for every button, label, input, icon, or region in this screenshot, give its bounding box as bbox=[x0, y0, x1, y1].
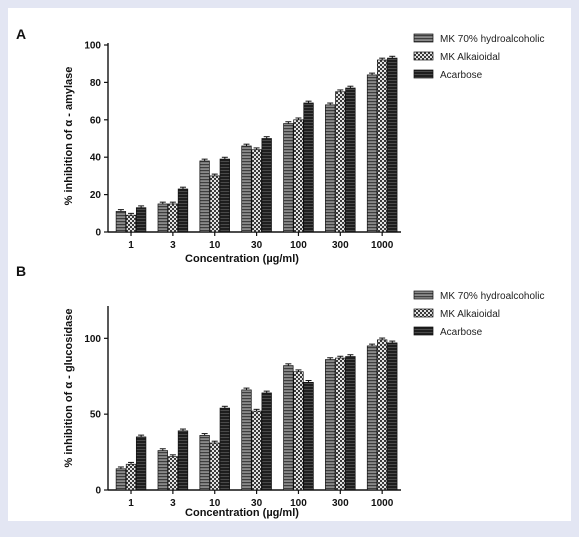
panel-a-x-tick-label: 30 bbox=[251, 240, 263, 251]
panel-b-bar-acarbose-3 bbox=[177, 430, 189, 491]
panel-a-y-tick-label: 100 bbox=[84, 41, 101, 52]
panel-a-plot: 0 20 40 60 80 100 1 3 10 30 100 300 1000 bbox=[84, 41, 401, 251]
panel-b-letter: B bbox=[16, 263, 26, 279]
panel-a-bar-hydroalcoholic-300 bbox=[325, 104, 336, 233]
panel-a-bar-alkaloidal-3 bbox=[167, 203, 179, 233]
panel-a-legend-label-acarbose: Acarbose bbox=[440, 70, 483, 81]
panel-a-legend-label-alkaloidal: MK Alkaioidal bbox=[440, 52, 500, 63]
panel-a-bar-acarbose-1 bbox=[135, 207, 147, 233]
panel-a-bar-acarbose-3 bbox=[177, 188, 189, 233]
panel-b-bar-acarbose-300 bbox=[345, 356, 356, 491]
panel-b-x-tick-label: 300 bbox=[332, 498, 349, 509]
panel-b-legend: MK 70% hydroalcoholic MK Alkaioidal Acar… bbox=[413, 290, 545, 338]
panel-b-bar-hydroalcoholic-3 bbox=[157, 450, 168, 491]
panel-a-x-tick-label: 1000 bbox=[371, 240, 394, 251]
panel-a-legend-swatch-alkaloidal bbox=[413, 51, 434, 61]
panel-b-bar-hydroalcoholic-30 bbox=[241, 389, 252, 491]
panel-a-bar-alkaloidal-300 bbox=[335, 91, 346, 233]
panel-b-y-tick-label: 0 bbox=[95, 486, 101, 497]
panel-a-legend-label-hydroalcoholic: MK 70% hydroalcoholic bbox=[440, 34, 545, 45]
figure-svg: A % inhibition of α - amylase Concentrat… bbox=[16, 26, 545, 519]
panel-b-bar-alkaloidal-3 bbox=[167, 456, 179, 491]
panel-b-bar-acarbose-1000 bbox=[387, 342, 398, 491]
panel-a-y-tick-label: 0 bbox=[95, 228, 101, 239]
panel-a-y-tick-label: 40 bbox=[90, 153, 102, 164]
panel-b-bar-hydroalcoholic-1000 bbox=[366, 345, 378, 491]
panel-b-bar-hydroalcoholic-300 bbox=[325, 359, 336, 491]
panel-a-x-tick-label: 100 bbox=[290, 240, 307, 251]
panel-b-bar-acarbose-30 bbox=[261, 392, 272, 491]
panel-b-bar-hydroalcoholic-1 bbox=[115, 468, 127, 491]
panel-a-bar-hydroalcoholic-30 bbox=[241, 145, 252, 233]
panel-a: A % inhibition of α - amylase Concentrat… bbox=[16, 26, 545, 265]
panel-a-bar-acarbose-30 bbox=[261, 138, 272, 233]
panel-b-bar-alkaloidal-10 bbox=[209, 442, 220, 491]
panel-b-legend-label-alkaloidal: MK Alkaioidal bbox=[440, 309, 500, 320]
panel-a-legend-swatch-hydroalcoholic bbox=[413, 33, 434, 43]
panel-a-bar-acarbose-300 bbox=[345, 87, 356, 233]
panel-b: B % inhibition of α - glucosidase Concen… bbox=[16, 263, 545, 519]
panel-b-bar-acarbose-100 bbox=[303, 381, 314, 491]
panel-a-x-tick-label: 3 bbox=[170, 240, 176, 251]
panel-a-bar-acarbose-100 bbox=[303, 102, 314, 233]
panel-a-x-tick-label: 10 bbox=[209, 240, 221, 251]
panel-a-bar-acarbose-10 bbox=[219, 158, 230, 233]
panel-a-bar-hydroalcoholic-100 bbox=[283, 123, 294, 233]
figure: A % inhibition of α - amylase Concentrat… bbox=[8, 8, 571, 521]
panel-b-bar-acarbose-10 bbox=[219, 407, 230, 491]
panel-a-bar-alkaloidal-10 bbox=[209, 175, 220, 233]
panel-a-x-tick-label: 1 bbox=[128, 240, 134, 251]
panel-b-y-axis-title: % inhibition of α - glucosidase bbox=[63, 309, 75, 468]
panel-a-bar-alkaloidal-1000 bbox=[377, 59, 388, 233]
panel-b-bar-hydroalcoholic-10 bbox=[199, 435, 210, 491]
panel-b-legend-label-acarbose: Acarbose bbox=[440, 327, 483, 338]
panel-a-y-axis-title: % inhibition of α - amylase bbox=[63, 67, 75, 206]
panel-b-legend-swatch-hydroalcoholic bbox=[413, 290, 434, 300]
panel-b-x-tick-label: 1000 bbox=[371, 498, 394, 509]
panel-a-legend-swatch-acarbose bbox=[413, 69, 434, 79]
panel-b-bar-alkaloidal-1 bbox=[125, 463, 137, 491]
panel-a-bar-hydroalcoholic-1 bbox=[115, 211, 127, 233]
panel-a-legend: MK 70% hydroalcoholic MK Alkaioidal Acar… bbox=[413, 33, 545, 81]
panel-b-x-tick-label: 3 bbox=[170, 498, 176, 509]
panel-b-legend-swatch-alkaloidal bbox=[413, 308, 434, 318]
panel-a-y-tick-label: 20 bbox=[90, 190, 102, 201]
panel-b-legend-swatch-acarbose bbox=[413, 326, 434, 336]
panel-a-bar-hydroalcoholic-3 bbox=[157, 203, 168, 233]
panel-b-x-tick-label: 30 bbox=[251, 498, 263, 509]
panel-b-bar-alkaloidal-100 bbox=[293, 371, 304, 491]
panel-a-x-tick-label: 300 bbox=[332, 240, 349, 251]
panel-b-bar-acarbose-1 bbox=[135, 436, 147, 491]
panel-a-letter: A bbox=[16, 26, 26, 42]
panel-b-bar-hydroalcoholic-100 bbox=[283, 365, 294, 491]
panel-b-bar-alkaloidal-1000 bbox=[377, 339, 388, 491]
panel-a-y-tick-label: 80 bbox=[90, 78, 102, 89]
panel-b-plot: 0 50 100 1 3 10 30 100 300 1000 bbox=[84, 306, 401, 509]
panel-a-bar-alkaloidal-30 bbox=[251, 149, 262, 233]
panel-b-x-tick-label: 1 bbox=[128, 498, 134, 509]
panel-a-y-tick-label: 60 bbox=[90, 115, 102, 126]
panel-b-bar-alkaloidal-30 bbox=[251, 410, 262, 491]
panel-a-bar-alkaloidal-1 bbox=[125, 214, 137, 233]
panel-b-x-tick-label: 100 bbox=[290, 498, 307, 509]
panel-b-x-tick-label: 10 bbox=[209, 498, 221, 509]
panel-b-y-tick-label: 100 bbox=[84, 334, 101, 345]
panel-a-x-axis-title: Concentration (µg/ml) bbox=[185, 253, 299, 265]
panel-a-bar-alkaloidal-100 bbox=[293, 119, 304, 233]
panel-b-legend-label-hydroalcoholic: MK 70% hydroalcoholic bbox=[440, 291, 545, 302]
panel-a-bar-hydroalcoholic-1000 bbox=[366, 74, 378, 233]
panel-a-bar-acarbose-1000 bbox=[387, 57, 398, 233]
panel-b-x-axis-title: Concentration (µg/ml) bbox=[185, 507, 299, 519]
panel-b-bar-alkaloidal-300 bbox=[335, 357, 346, 491]
panel-a-bar-hydroalcoholic-10 bbox=[199, 160, 210, 233]
panel-b-y-tick-label: 50 bbox=[90, 410, 102, 421]
